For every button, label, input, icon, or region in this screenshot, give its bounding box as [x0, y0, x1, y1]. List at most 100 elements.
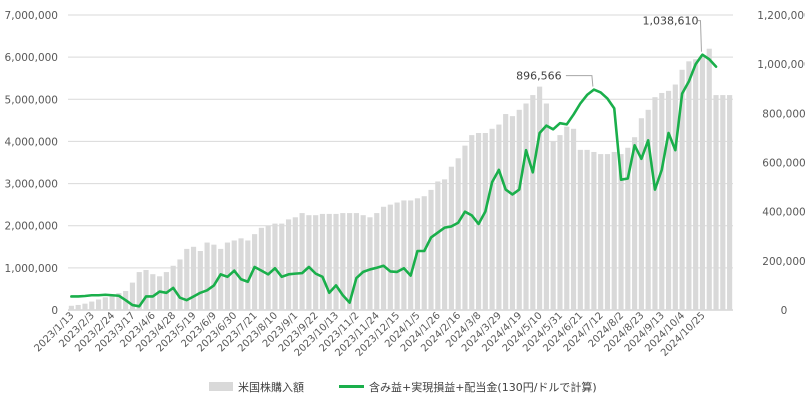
- purchase-bar: [591, 151, 597, 310]
- purchase-bar: [428, 189, 434, 310]
- legend-label-profit: 含み益+実現損益+配当金(130円/ドルで計算): [369, 380, 597, 394]
- purchase-bar: [598, 154, 604, 310]
- purchase-bar: [116, 293, 122, 310]
- right-axis-tick-label: 1,000,000: [757, 59, 805, 71]
- purchase-bar: [496, 124, 502, 310]
- purchase-bar: [313, 215, 319, 310]
- purchase-bar: [706, 48, 712, 310]
- purchase-bar: [482, 133, 488, 310]
- purchase-bar: [163, 272, 169, 310]
- purchase-bar: [353, 213, 359, 310]
- left-axis-tick-label: 2,000,000: [5, 221, 58, 233]
- purchase-bar: [435, 181, 441, 310]
- purchase-bar: [238, 238, 244, 310]
- purchase-bar: [272, 223, 278, 310]
- right-axis-tick-label: 600,000: [762, 158, 805, 170]
- purchase-bar: [570, 128, 577, 310]
- purchase-bar: [82, 303, 88, 310]
- purchase-bar: [577, 149, 583, 310]
- purchase-bar: [611, 151, 617, 310]
- purchase-bar: [218, 248, 224, 310]
- annotations: 896,566 1,038,610: [516, 15, 702, 87]
- purchase-bar: [347, 213, 353, 310]
- left-axis-tick-label: 7,000,000: [5, 10, 58, 22]
- purchase-bar: [727, 95, 733, 310]
- purchase-bar: [136, 272, 142, 310]
- purchase-bar: [550, 141, 556, 310]
- purchase-bar: [319, 213, 326, 310]
- purchase-bar: [109, 295, 115, 310]
- left-axis-tick-label: 3,000,000: [5, 179, 58, 191]
- purchase-bar: [693, 59, 699, 310]
- purchase-bar: [326, 213, 332, 310]
- purchase-bar: [75, 304, 81, 310]
- purchase-bar: [197, 251, 203, 310]
- purchase-bar: [292, 217, 298, 310]
- purchase-bar: [652, 97, 658, 310]
- purchase-bar: [387, 204, 393, 310]
- purchase-bar: [530, 95, 536, 310]
- purchase-bar: [380, 206, 387, 310]
- purchase-bar: [618, 154, 624, 310]
- purchase-bar: [503, 114, 509, 311]
- purchase-bar: [665, 90, 672, 310]
- purchase-bar: [143, 269, 149, 310]
- purchase-bar: [150, 274, 156, 310]
- purchase-bar: [340, 213, 346, 310]
- purchase-bar: [211, 244, 217, 310]
- purchase-bar: [455, 158, 461, 310]
- purchase-bar: [306, 215, 312, 310]
- purchase-bar: [102, 297, 108, 310]
- data-label-leader: [565, 75, 594, 87]
- purchase-bar: [462, 145, 468, 310]
- purchase-bar: [516, 109, 522, 310]
- purchase-bar: [679, 69, 685, 311]
- legend-label-purchase: 米国株購入額: [238, 380, 304, 394]
- purchase-bar: [509, 116, 516, 311]
- purchase-bar: [231, 240, 237, 310]
- purchase-bar: [720, 95, 726, 310]
- right-axis-tick-label: 800,000: [762, 108, 805, 120]
- purchase-bar: [265, 225, 271, 310]
- purchase-bar: [659, 92, 665, 310]
- purchase-bar: [672, 84, 678, 311]
- purchase-bar: [713, 95, 719, 310]
- purchase-bar: [374, 213, 380, 310]
- purchase-bar: [68, 305, 74, 310]
- purchase-bar: [632, 137, 638, 310]
- purchase-bar: [421, 196, 427, 310]
- purchase-bar: [604, 154, 611, 310]
- data-label-leader: [697, 20, 702, 52]
- purchase-bar: [557, 135, 563, 310]
- purchase-bar: [537, 86, 543, 311]
- left-axis-tick-label: 4,000,000: [5, 136, 58, 148]
- right-axis-ticks: 0 200,000 400,000 600,000 800,000 1,000,000 1,…: [757, 10, 805, 317]
- left-axis-tick-label: 5,000,000: [5, 94, 58, 106]
- legend: 米国株購入額 含み益+実現損益+配当金(130円/ドルで計算): [209, 380, 597, 394]
- purchase-bar: [184, 248, 190, 310]
- purchase-bar: [584, 149, 590, 310]
- purchase-bar: [204, 242, 210, 310]
- left-axis-ticks: 0 1,000,000 2,000,000 3,000,000 4,000,000 5,0…: [5, 10, 58, 317]
- purchase-bar: [177, 259, 183, 310]
- purchase-bar: [564, 126, 570, 310]
- purchase-bar: [442, 179, 448, 310]
- left-axis-tick-label: 1,000,000: [5, 263, 58, 275]
- purchase-bar: [489, 128, 495, 310]
- purchase-bar: [686, 61, 692, 310]
- purchase-bar: [638, 118, 644, 310]
- purchase-bar: [190, 246, 197, 310]
- purchase-bar: [645, 109, 651, 310]
- purchase-bar: [408, 200, 414, 310]
- purchase-bar: [333, 213, 339, 310]
- purchase-bar: [245, 240, 251, 310]
- purchase-bar: [401, 200, 407, 310]
- left-axis-tick-label: 6,000,000: [5, 52, 58, 64]
- purchase-bar: [448, 166, 454, 310]
- purchase-bar: [625, 147, 631, 310]
- purchase-bar: [285, 219, 292, 310]
- purchase-bar: [367, 217, 373, 310]
- x-axis-ticks: 2023/1/132023/2/32023/2/242023/3/172023/…: [32, 310, 707, 359]
- profit-line-layer: [70, 53, 718, 308]
